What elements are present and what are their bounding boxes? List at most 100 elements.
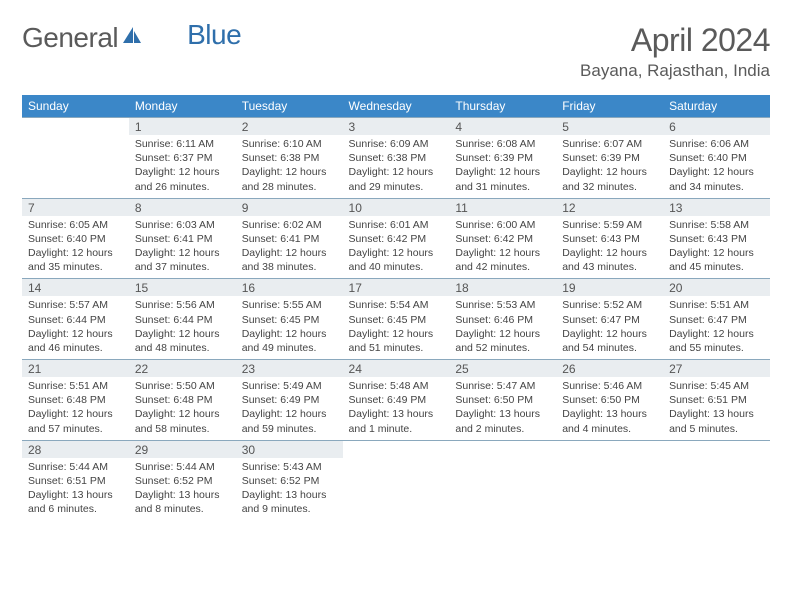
sunrise-text: Sunrise: 5:47 AM	[455, 379, 550, 393]
sunrise-text: Sunrise: 5:51 AM	[28, 379, 123, 393]
sunrise-text: Sunrise: 6:06 AM	[669, 137, 764, 151]
day-details-cell	[663, 458, 770, 521]
day-details-cell: Sunrise: 5:51 AMSunset: 6:48 PMDaylight:…	[22, 377, 129, 440]
sunrise-text: Sunrise: 5:48 AM	[349, 379, 444, 393]
day-details-cell: Sunrise: 5:58 AMSunset: 6:43 PMDaylight:…	[663, 216, 770, 279]
daylight-text: Daylight: 12 hours and 43 minutes.	[562, 246, 657, 274]
daylight-text: Daylight: 13 hours and 9 minutes.	[242, 488, 337, 516]
day-number-cell: 25	[449, 360, 556, 378]
day-details-cell: Sunrise: 6:07 AMSunset: 6:39 PMDaylight:…	[556, 135, 663, 198]
sunset-text: Sunset: 6:47 PM	[669, 313, 764, 327]
daynum-row: 14151617181920	[22, 279, 770, 297]
day-number-cell	[22, 118, 129, 136]
daylight-text: Daylight: 12 hours and 29 minutes.	[349, 165, 444, 193]
sunset-text: Sunset: 6:50 PM	[562, 393, 657, 407]
sunset-text: Sunset: 6:51 PM	[28, 474, 123, 488]
day-number-cell: 12	[556, 198, 663, 216]
sunset-text: Sunset: 6:51 PM	[669, 393, 764, 407]
weekday-header: Monday	[129, 95, 236, 118]
details-row: Sunrise: 6:05 AMSunset: 6:40 PM Daylight:…	[22, 216, 770, 279]
sunset-text: Sunset: 6:49 PM	[242, 393, 337, 407]
sunset-text: Sunset: 6:38 PM	[349, 151, 444, 165]
daylight-text: Daylight: 12 hours and 45 minutes.	[669, 246, 764, 274]
daylight-text: Daylight: 12 hours and 57 minutes.	[28, 407, 123, 435]
sunset-text: Sunset: 6:44 PM	[28, 313, 123, 327]
day-details-cell: Sunrise: 6:05 AMSunset: 6:40 PMDaylight:…	[22, 216, 129, 279]
sunrise-text: Sunrise: 6:08 AM	[455, 137, 550, 151]
sunrise-text: Sunrise: 5:51 AM	[669, 298, 764, 312]
sunrise-text: Sunrise: 5:58 AM	[669, 218, 764, 232]
sunrise-text: Sunrise: 5:53 AM	[455, 298, 550, 312]
day-details-cell: Sunrise: 5:55 AMSunset: 6:45 PMDaylight:…	[236, 296, 343, 359]
day-details-cell: Sunrise: 6:10 AMSunset: 6:38 PMDaylight:…	[236, 135, 343, 198]
sunrise-text: Sunrise: 6:05 AM	[28, 218, 123, 232]
day-number-cell: 19	[556, 279, 663, 297]
sunset-text: Sunset: 6:39 PM	[455, 151, 550, 165]
day-details-cell: Sunrise: 5:54 AMSunset: 6:45 PMDaylight:…	[343, 296, 450, 359]
daylight-text: Daylight: 12 hours and 52 minutes.	[455, 327, 550, 355]
day-details-cell: Sunrise: 5:51 AMSunset: 6:47 PMDaylight:…	[663, 296, 770, 359]
daynum-row: 21222324252627	[22, 360, 770, 378]
day-number-cell: 6	[663, 118, 770, 136]
sunrise-text: Sunrise: 6:10 AM	[242, 137, 337, 151]
sunset-text: Sunset: 6:52 PM	[135, 474, 230, 488]
day-number-cell: 2	[236, 118, 343, 136]
day-details-cell: Sunrise: 5:46 AMSunset: 6:50 PMDaylight:…	[556, 377, 663, 440]
day-details-cell: Sunrise: 5:59 AMSunset: 6:43 PMDaylight:…	[556, 216, 663, 279]
day-details-cell	[343, 458, 450, 521]
sunset-text: Sunset: 6:47 PM	[562, 313, 657, 327]
daynum-row: 78910111213	[22, 198, 770, 216]
sunrise-text: Sunrise: 6:01 AM	[349, 218, 444, 232]
day-details-cell: Sunrise: 6:03 AMSunset: 6:41 PMDaylight:…	[129, 216, 236, 279]
day-number-cell: 27	[663, 360, 770, 378]
daylight-text: Daylight: 12 hours and 51 minutes.	[349, 327, 444, 355]
sunrise-text: Sunrise: 6:00 AM	[455, 218, 550, 232]
daylight-text: Daylight: 13 hours and 2 minutes.	[455, 407, 550, 435]
weekday-header: Sunday	[22, 95, 129, 118]
day-details-cell: Sunrise: 6:00 AMSunset: 6:42 PMDaylight:…	[449, 216, 556, 279]
day-details-cell: Sunrise: 6:01 AMSunset: 6:42 PMDaylight:…	[343, 216, 450, 279]
weekday-header-row: SundayMondayTuesdayWednesdayThursdayFrid…	[22, 95, 770, 118]
sunset-text: Sunset: 6:48 PM	[135, 393, 230, 407]
sunset-text: Sunset: 6:42 PM	[349, 232, 444, 246]
daylight-text: Daylight: 12 hours and 32 minutes.	[562, 165, 657, 193]
daylight-text: Daylight: 12 hours and 54 minutes.	[562, 327, 657, 355]
day-number-cell: 18	[449, 279, 556, 297]
sunrise-text: Sunrise: 6:02 AM	[242, 218, 337, 232]
daylight-text: Daylight: 12 hours and 49 minutes.	[242, 327, 337, 355]
page-title: April 2024	[580, 22, 770, 59]
sunset-text: Sunset: 6:44 PM	[135, 313, 230, 327]
sunset-text: Sunset: 6:40 PM	[28, 232, 123, 246]
daylight-text: Daylight: 13 hours and 4 minutes.	[562, 407, 657, 435]
day-number-cell: 5	[556, 118, 663, 136]
sunset-text: Sunset: 6:39 PM	[562, 151, 657, 165]
day-details-cell: Sunrise: 5:44 AMSunset: 6:52 PMDaylight:…	[129, 458, 236, 521]
day-details-cell: Sunrise: 5:43 AMSunset: 6:52 PMDaylight:…	[236, 458, 343, 521]
sunset-text: Sunset: 6:46 PM	[455, 313, 550, 327]
day-number-cell	[556, 440, 663, 458]
day-number-cell: 17	[343, 279, 450, 297]
day-details-cell: Sunrise: 5:50 AMSunset: 6:48 PMDaylight:…	[129, 377, 236, 440]
details-row: Sunrise: 5:44 AMSunset: 6:51 PMDaylight:…	[22, 458, 770, 521]
day-number-cell: 1	[129, 118, 236, 136]
daylight-text: Daylight: 12 hours and 40 minutes.	[349, 246, 444, 274]
day-number-cell: 9	[236, 198, 343, 216]
sunset-text: Sunset: 6:42 PM	[455, 232, 550, 246]
sunrise-text: Sunrise: 6:07 AM	[562, 137, 657, 151]
weekday-header: Thursday	[449, 95, 556, 118]
sunrise-text: Sunrise: 5:50 AM	[135, 379, 230, 393]
sunrise-text: Sunrise: 5:49 AM	[242, 379, 337, 393]
day-number-cell: 23	[236, 360, 343, 378]
details-row: Sunrise: 5:51 AM Sunset: 6:48 PM Daylight:…	[22, 377, 770, 440]
day-details-cell: Sunrise: 5:48 AMSunset: 6:49 PMDaylight:…	[343, 377, 450, 440]
day-details-cell: Sunrise: 5:57 AMSunset: 6:44 PMDaylight:…	[22, 296, 129, 359]
sunrise-text: Sunrise: 5:43 AM	[242, 460, 337, 474]
sunset-text: Sunset: 6:40 PM	[669, 151, 764, 165]
sunset-text: Sunset: 6:38 PM	[242, 151, 337, 165]
weekday-header: Tuesday	[236, 95, 343, 118]
daynum-row: 282930	[22, 440, 770, 458]
daylight-text: Daylight: 12 hours and 31 minutes.	[455, 165, 550, 193]
day-number-cell: 7	[22, 198, 129, 216]
day-details-cell: Sunrise: 6:02 AMSunset: 6:41 PMDaylight:…	[236, 216, 343, 279]
day-number-cell: 16	[236, 279, 343, 297]
